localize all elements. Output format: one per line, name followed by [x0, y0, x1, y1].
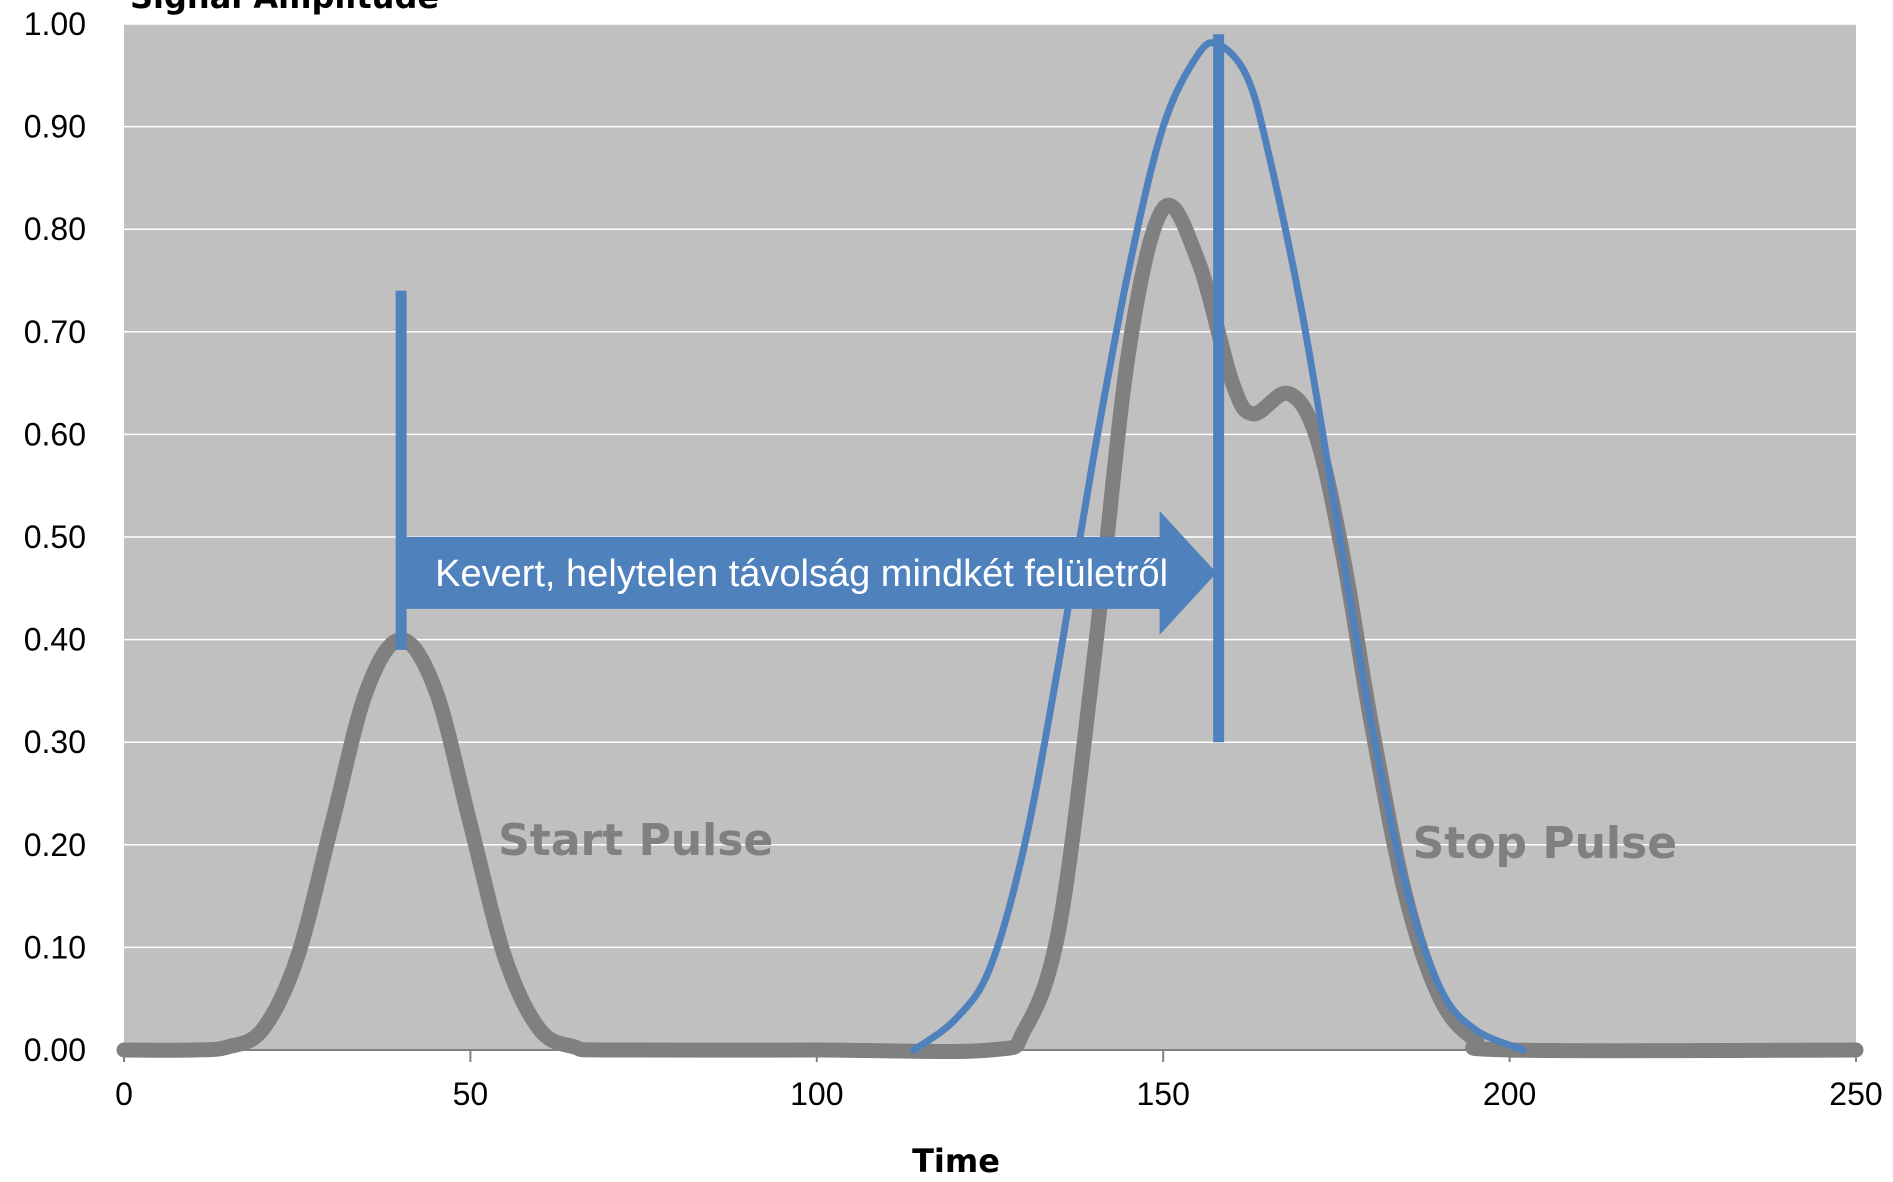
x-tick-label: 0 — [115, 1076, 133, 1112]
y-tick-label: 1.00 — [24, 6, 86, 42]
x-tick-label: 200 — [1483, 1076, 1536, 1112]
y-tick-label: 0.70 — [24, 314, 86, 350]
y-tick-label: 0.40 — [24, 622, 86, 658]
distance-arrow-shape — [401, 510, 1217, 635]
y-tick-label: 0.90 — [24, 109, 86, 145]
y-tick-label: 0.00 — [24, 1032, 86, 1068]
x-axis: 0 50 100 150 200 250 — [115, 1049, 1883, 1112]
x-tick-label: 100 — [790, 1076, 843, 1112]
y-tick-label: 0.60 — [24, 416, 86, 452]
x-axis-title: Time — [912, 1142, 1000, 1180]
y-tick-label: 0.50 — [24, 519, 86, 555]
y-axis: 0.00 0.10 0.20 0.30 0.40 0.50 0.60 0.70 0.80 0.90… — [24, 6, 86, 1068]
distance-arrow: Kevert, helytelen távolság mindkét felül… — [401, 510, 1217, 635]
start-pulse-label: Start Pulse — [498, 815, 773, 866]
y-axis-title: Signal Amplitude — [130, 0, 439, 16]
y-tick-label: 0.20 — [24, 827, 86, 863]
gridlines — [124, 23, 1856, 949]
x-tick-label: 250 — [1829, 1076, 1882, 1112]
y-tick-label: 0.30 — [24, 724, 86, 760]
x-tick-label: 150 — [1137, 1076, 1190, 1112]
x-tick-label: 50 — [453, 1076, 489, 1112]
y-tick-label: 0.10 — [24, 929, 86, 965]
y-tick-label: 0.80 — [24, 211, 86, 247]
distance-arrow-label: Kevert, helytelen távolság mindkét felül… — [435, 553, 1168, 595]
stop-pulse-label: Stop Pulse — [1413, 818, 1677, 869]
